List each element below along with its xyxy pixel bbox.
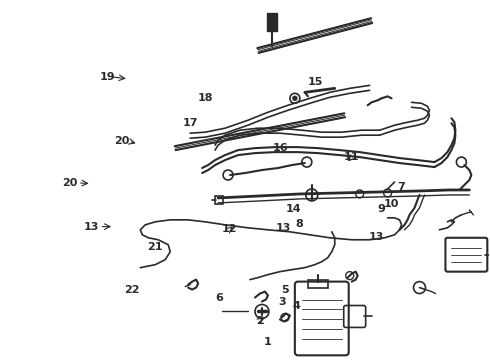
- Text: 16: 16: [272, 143, 288, 153]
- Text: 1: 1: [264, 337, 272, 347]
- Text: 22: 22: [124, 285, 139, 296]
- Text: 7: 7: [397, 182, 405, 192]
- Text: 13: 13: [83, 222, 99, 231]
- Text: 12: 12: [221, 225, 237, 234]
- Text: 5: 5: [281, 285, 289, 296]
- Text: 11: 11: [344, 152, 359, 162]
- Text: 10: 10: [384, 199, 399, 210]
- Bar: [267, 13, 277, 31]
- Text: 8: 8: [296, 219, 304, 229]
- Text: 4: 4: [293, 301, 300, 311]
- Text: 19: 19: [99, 72, 115, 82]
- Text: 3: 3: [278, 297, 286, 307]
- Text: 15: 15: [308, 77, 323, 87]
- Text: 20: 20: [114, 136, 129, 146]
- Text: 17: 17: [183, 118, 198, 128]
- Text: 13: 13: [368, 232, 384, 242]
- Text: 14: 14: [286, 204, 302, 215]
- Text: 20: 20: [62, 178, 78, 188]
- Text: 21: 21: [147, 242, 162, 252]
- Text: 18: 18: [198, 93, 214, 103]
- Text: 13: 13: [275, 224, 291, 233]
- Bar: [308, 280, 328, 288]
- Text: 2: 2: [256, 316, 264, 325]
- Circle shape: [293, 96, 297, 100]
- Text: 6: 6: [216, 293, 223, 303]
- Bar: [215, 196, 223, 204]
- Text: 9: 9: [377, 204, 385, 214]
